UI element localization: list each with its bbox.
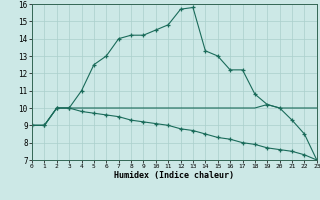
X-axis label: Humidex (Indice chaleur): Humidex (Indice chaleur) — [115, 171, 234, 180]
